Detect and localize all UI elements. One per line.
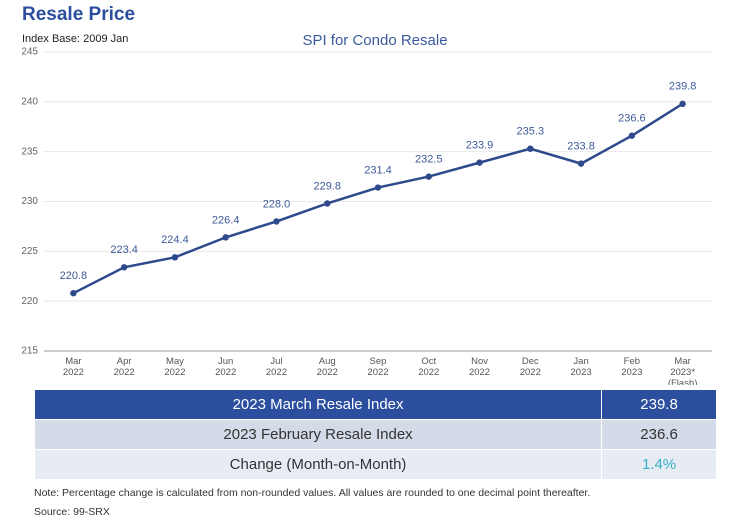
y-tick-label: 245 xyxy=(21,47,38,58)
value-label: 236.6 xyxy=(618,113,646,125)
source: Source: 99-SRX xyxy=(34,506,110,518)
table-cell: 2023 February Resale Index xyxy=(33,419,603,450)
point xyxy=(120,264,128,271)
point xyxy=(222,234,229,241)
value-label: 232.5 xyxy=(415,153,443,165)
index-base: Index Base: 2009 Jan xyxy=(22,33,129,45)
point xyxy=(425,173,432,180)
x-tick-label: Mar 2022 xyxy=(63,356,84,378)
table-row: 2023 March Resale Index 239.8 xyxy=(33,389,717,420)
line xyxy=(72,102,684,295)
point xyxy=(171,254,179,261)
y-tick-label: 240 xyxy=(21,96,38,107)
value-label: 229.8 xyxy=(313,180,341,192)
x-tick-label: Jun 2022 xyxy=(215,356,236,378)
point xyxy=(374,184,382,191)
table-cell: 1.4% xyxy=(601,449,717,480)
point xyxy=(628,132,636,139)
value-label: 231.4 xyxy=(364,164,392,176)
point xyxy=(324,200,331,207)
table-row: 2023 February Resale Index 236.6 xyxy=(33,419,717,450)
x-tick-label: Jul 2022 xyxy=(266,356,287,378)
y-tick-label: 215 xyxy=(21,346,38,357)
point xyxy=(577,160,585,167)
x-tick-label: Oct 2022 xyxy=(418,356,439,378)
point xyxy=(527,145,534,152)
value-label: 233.9 xyxy=(466,140,494,152)
value-label: 220.8 xyxy=(60,270,88,282)
point xyxy=(273,218,280,225)
y-tick-label: 235 xyxy=(21,146,38,157)
summary-table: 2023 March Resale Index 239.8 2023 Februa… xyxy=(33,389,717,480)
chart: SPI for Condo Resale 215 220 225 230 235 240 2… xyxy=(21,32,712,385)
x-tick-label: Apr 2022 xyxy=(114,356,135,378)
table-cell: Change (Month-on-Month) xyxy=(33,449,603,480)
x-tick-label: Aug 2022 xyxy=(317,356,338,378)
value-label: 228.0 xyxy=(263,198,291,210)
x-tick-label: Dec 2022 xyxy=(520,356,541,378)
value-label: 235.3 xyxy=(517,126,545,138)
x-tick-label: Nov 2022 xyxy=(469,356,490,378)
note: Note: Percentage change is calculated fr… xyxy=(34,487,591,499)
table-cell: 239.8 xyxy=(601,389,717,420)
point xyxy=(70,289,77,297)
value-label: 224.4 xyxy=(161,234,189,246)
table-cell: 2023 March Resale Index xyxy=(33,389,603,420)
page-title: Resale Price xyxy=(22,4,136,25)
y-tick-label: 230 xyxy=(21,196,38,207)
value-label: 233.8 xyxy=(567,141,595,153)
x-tick-label: Jan 2023 xyxy=(571,356,592,378)
y-tick-label: 225 xyxy=(21,246,38,257)
x-tick-label: Mar 2023* (Flash) xyxy=(668,356,698,385)
point xyxy=(679,100,686,108)
chart-title: SPI for Condo Resale xyxy=(302,32,447,49)
point xyxy=(476,159,483,166)
value-label: 239.8 xyxy=(669,81,697,93)
table-row: Change (Month-on-Month) 1.4% xyxy=(33,449,717,480)
value-label: 226.4 xyxy=(212,214,240,226)
x-tick-label: Feb 2023 xyxy=(621,356,642,378)
x-tick-label: Sep 2022 xyxy=(367,356,388,378)
table-cell: 236.6 xyxy=(601,419,717,450)
value-label: 223.4 xyxy=(110,244,138,256)
y-tick-label: 220 xyxy=(21,296,38,307)
x-tick-label: May 2022 xyxy=(164,356,185,378)
